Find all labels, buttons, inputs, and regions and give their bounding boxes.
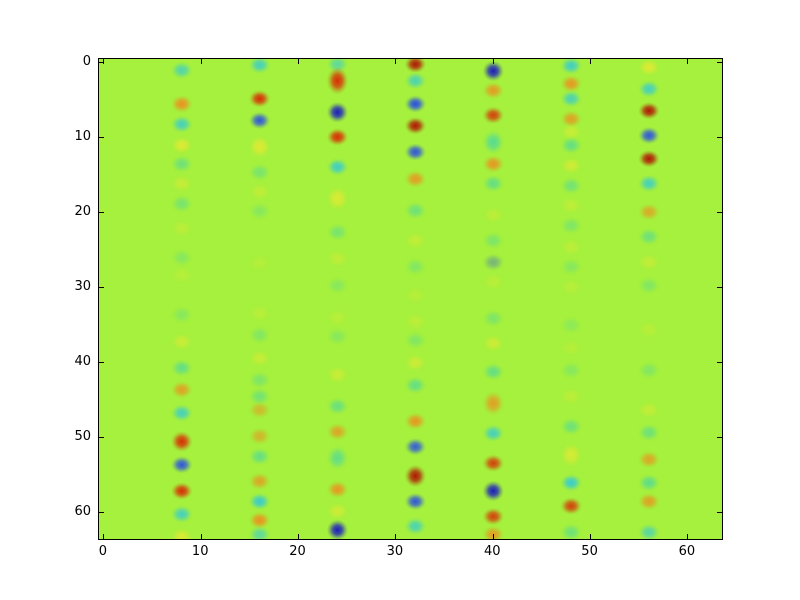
x-tick-top <box>298 59 300 64</box>
x-tick-top <box>687 59 689 64</box>
y-tick-right <box>717 212 722 214</box>
y-tick-right <box>717 137 722 139</box>
x-tick-bottom <box>492 534 494 539</box>
y-tick-left <box>99 137 104 139</box>
y-tick-right <box>717 512 722 514</box>
y-tick-left <box>99 512 104 514</box>
x-tick-bottom <box>395 534 397 539</box>
y-tick-label: 30 <box>74 278 91 294</box>
x-tick-top <box>200 59 202 64</box>
y-tick-right <box>717 62 722 64</box>
plot-area <box>98 58 723 540</box>
y-tick-left <box>99 62 104 64</box>
x-tick-top <box>395 59 397 64</box>
y-tick-left <box>99 287 104 289</box>
x-tick-label: 10 <box>191 544 209 559</box>
x-tick-label: 30 <box>386 544 404 559</box>
x-tick-top <box>590 59 592 64</box>
x-tick-bottom <box>200 534 202 539</box>
heatmap-canvas <box>99 59 722 539</box>
x-tick-bottom <box>103 534 105 539</box>
x-tick-top <box>492 59 494 64</box>
y-tick-right <box>717 287 722 289</box>
x-tick-bottom <box>590 534 592 539</box>
y-tick-left <box>99 362 104 364</box>
y-tick-label: 20 <box>74 203 91 219</box>
x-tick-label: 20 <box>289 544 306 559</box>
y-tick-left <box>99 212 104 214</box>
x-tick-top <box>103 59 105 64</box>
y-tick-label: 60 <box>74 503 91 519</box>
y-tick-left <box>99 437 104 439</box>
y-tick-label: 40 <box>74 353 91 369</box>
x-tick-label: 40 <box>483 544 501 559</box>
x-tick-label: 0 <box>98 544 107 559</box>
x-tick-bottom <box>687 534 689 539</box>
y-tick-label: 0 <box>82 53 91 69</box>
y-tick-right <box>717 437 722 439</box>
y-tick-label: 10 <box>74 128 91 144</box>
y-tick-right <box>717 362 722 364</box>
x-tick-bottom <box>298 534 300 539</box>
x-tick-label: 50 <box>581 544 598 559</box>
y-tick-label: 50 <box>74 428 91 444</box>
x-tick-label: 60 <box>678 544 696 559</box>
